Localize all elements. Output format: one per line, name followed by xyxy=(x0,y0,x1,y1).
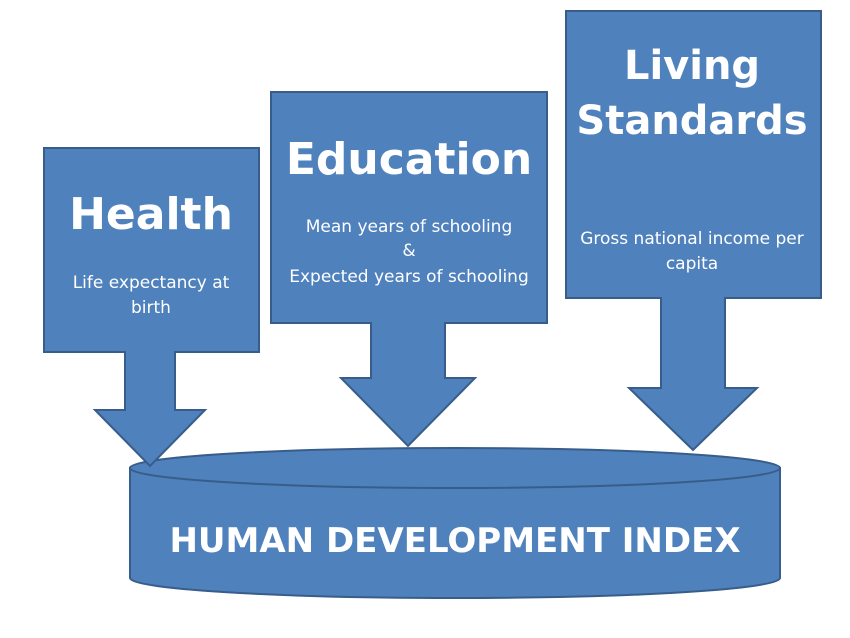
living-standards-title-line1: Living xyxy=(624,43,760,89)
health-desc-line2: birth xyxy=(131,298,171,318)
living-standards-box xyxy=(565,10,822,452)
living-standards-desc-line2: capita xyxy=(666,254,718,274)
hdi-cylinder: HUMAN DEVELOPMENT INDEX xyxy=(129,447,781,599)
education-callout: Education Mean years of schooling & Expe… xyxy=(270,91,548,448)
health-title: Health xyxy=(69,189,233,240)
education-desc-line3: Expected years of schooling xyxy=(289,267,529,287)
living-standards-callout: Living Standards Gross national income p… xyxy=(565,10,822,452)
living-standards-title-line2: Standards xyxy=(576,98,807,144)
hdi-cylinder-top xyxy=(129,447,781,489)
education-desc-line2: & xyxy=(402,241,415,261)
education-box xyxy=(270,91,548,448)
hdi-label: HUMAN DEVELOPMENT INDEX xyxy=(169,521,740,561)
education-desc-line1: Mean years of schooling xyxy=(306,217,513,237)
health-callout: Health Life expectancy at birth xyxy=(43,147,260,468)
health-box xyxy=(43,147,260,468)
hdi-cylinder-body xyxy=(129,467,781,599)
health-desc-line1: Life expectancy at xyxy=(73,273,230,293)
education-title: Education xyxy=(286,134,532,185)
living-standards-desc-line1: Gross national income per xyxy=(580,229,804,249)
